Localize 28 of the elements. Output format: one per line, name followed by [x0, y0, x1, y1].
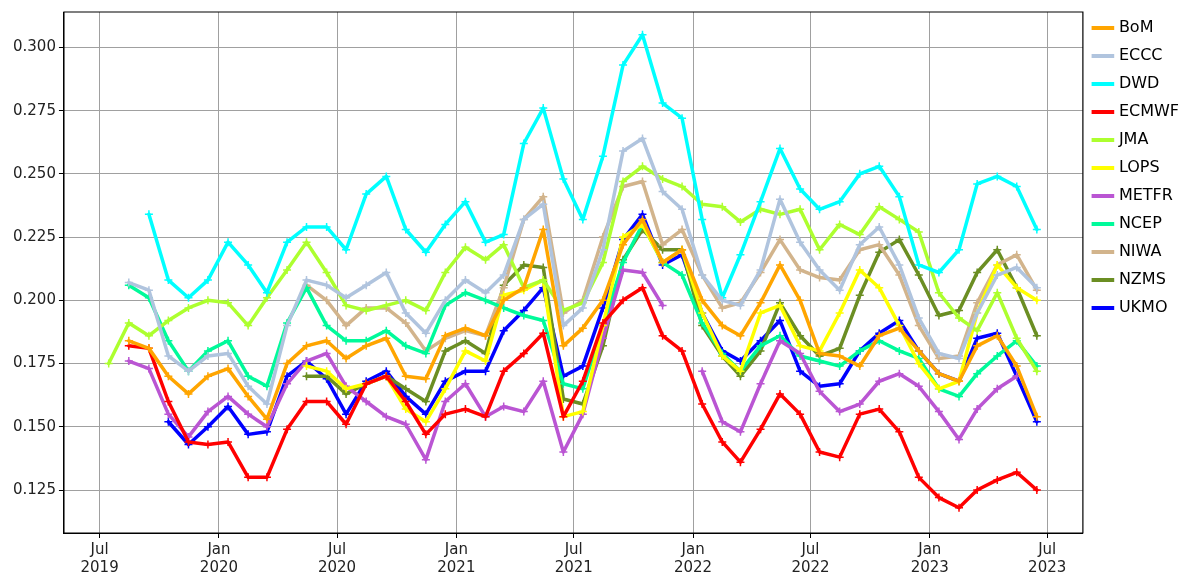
x-tick-label: Jan 2022: [673, 539, 713, 576]
x-tick-label: Jan 2020: [199, 539, 239, 576]
x-tick-label: Jan 2021: [437, 539, 476, 576]
legend-label: ECCC: [1118, 45, 1163, 65]
legend-label: UKMO: [1118, 297, 1168, 317]
y-tick-label: 0.300: [12, 37, 56, 56]
legend-label: NIWA: [1118, 241, 1162, 261]
y-tick-label: 0.125: [12, 479, 56, 498]
x-tick-label: Jan 2023: [910, 539, 949, 576]
x-tick-label: Jul 2020: [317, 539, 357, 576]
x-tick-label: Jul 2022: [791, 539, 830, 576]
legend-label: NZMS: [1118, 269, 1166, 289]
y-tick-label: 0.275: [12, 100, 56, 119]
y-tick-label: 0.150: [12, 416, 56, 435]
legend-label: DWD: [1118, 73, 1160, 93]
legend-label: JMA: [1117, 129, 1149, 149]
x-tick-label: Jul 2021: [554, 539, 593, 576]
x-tick-label: Jul 2023: [1028, 539, 1067, 576]
legend-label: NCEP: [1118, 213, 1163, 233]
x-tick-label: Jul 2019: [80, 539, 119, 576]
y-tick-label: 0.250: [12, 163, 56, 182]
legend-label: ECMWF: [1118, 101, 1179, 121]
legend-label: LOPS: [1118, 157, 1160, 177]
y-tick-label: 0.200: [12, 290, 56, 309]
legend-label: BoM: [1118, 17, 1154, 37]
y-tick-label: 0.175: [12, 353, 56, 372]
y-tick-label: 0.225: [12, 226, 56, 245]
legend-label: METFR: [1118, 185, 1173, 205]
